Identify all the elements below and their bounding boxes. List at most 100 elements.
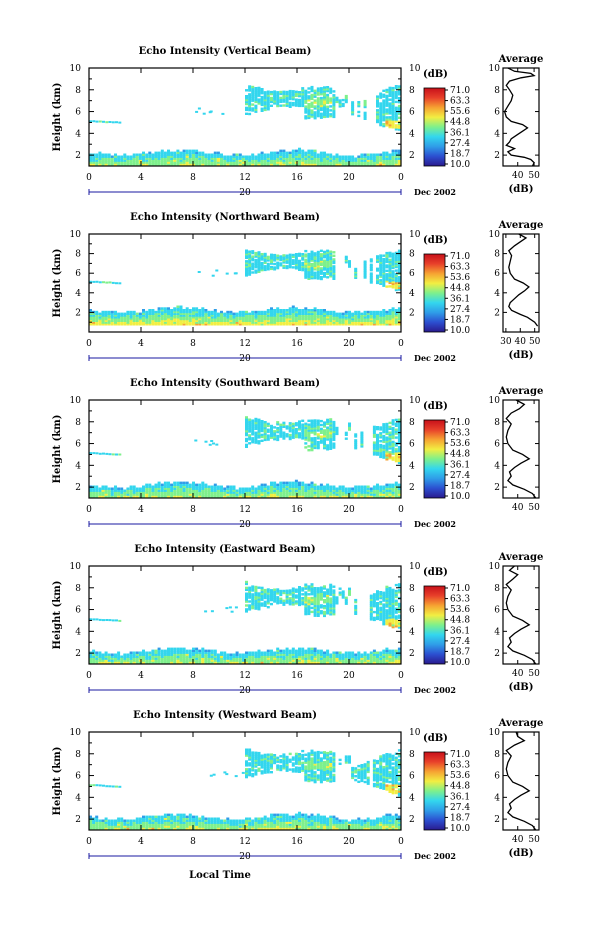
echo-cell: [397, 258, 401, 261]
echo-cell: [98, 491, 102, 494]
echo-cell: [279, 431, 283, 434]
echo-cell: [354, 445, 358, 448]
echo-cell: [326, 276, 330, 279]
echo-cell: [157, 319, 161, 322]
echo-cell: [285, 151, 289, 154]
echo-cell: [263, 266, 267, 270]
echo-cell: [307, 157, 311, 160]
echo-cell: [323, 319, 326, 322]
echo-cell: [291, 255, 295, 258]
echo-cell: [329, 424, 333, 427]
echo-cell: [298, 151, 301, 154]
echo-cell: [323, 157, 326, 160]
echo-cell: [223, 655, 227, 658]
echo-cell: [236, 499, 239, 501]
echo-cell: [329, 264, 333, 267]
echo-cell: [251, 659, 255, 662]
echo-cell: [208, 499, 211, 501]
echo-cell: [223, 661, 227, 664]
echo-cell: [344, 433, 348, 436]
echo-cell: [160, 151, 164, 154]
echo-cell: [379, 493, 383, 496]
echo-cell: [260, 157, 264, 160]
echo-cell: [282, 98, 286, 101]
echo-cell: [139, 499, 142, 501]
echo-cell: [394, 317, 398, 321]
echo-cell: [382, 485, 386, 488]
echo-cell: [397, 457, 401, 461]
echo-cell: [307, 272, 311, 275]
echo-cell: [104, 316, 108, 319]
echo-cell: [176, 314, 180, 317]
echo-cell: [154, 657, 158, 660]
echo-cell: [332, 96, 336, 99]
echo-cell: [248, 266, 252, 269]
echo-cell: [157, 323, 161, 326]
echo-cell: [366, 323, 370, 326]
echo-cell: [344, 157, 348, 160]
echo-cell: [251, 314, 255, 317]
echo-cell: [126, 661, 130, 664]
echo-cell: [210, 157, 214, 160]
echo-cell: [326, 269, 330, 272]
echo-cell: [270, 314, 273, 317]
echo-cell: [385, 448, 389, 451]
echo-cell: [192, 153, 195, 156]
echo-cell: [245, 106, 248, 110]
echo-cell: [273, 485, 277, 488]
echo-cell: [160, 310, 164, 314]
echo-cell: [382, 314, 386, 317]
echo-cell: [294, 424, 298, 427]
echo-cell: [298, 153, 301, 156]
echo-cell: [323, 423, 326, 426]
echo-cell: [388, 155, 392, 158]
echo-cell: [310, 250, 314, 253]
echo-cell: [163, 323, 167, 326]
echo-cell: [266, 649, 270, 652]
echo-cell: [382, 493, 386, 496]
y-tick-label: 4: [75, 129, 81, 139]
echo-cell: [397, 447, 401, 451]
echo-cell: [379, 312, 383, 315]
echo-cell: [263, 157, 267, 160]
echo-cell: [310, 262, 314, 266]
echo-cell: [301, 429, 305, 432]
echo-cell: [105, 452, 109, 455]
echo-cell: [273, 661, 277, 664]
echo-cell: [391, 277, 395, 280]
echo-cell: [195, 309, 199, 312]
echo-cell: [388, 102, 392, 105]
echo-cell: [105, 167, 108, 169]
echo-cell: [167, 493, 170, 496]
echo-cell: [188, 161, 192, 164]
echo-cell: [307, 425, 311, 428]
echo-cell: [270, 659, 273, 662]
echo-cell: [288, 260, 292, 264]
echo-cell: [213, 161, 217, 164]
echo-cell: [101, 485, 105, 488]
echo-cell: [92, 657, 96, 660]
echo-cell: [388, 441, 392, 444]
echo-cell: [291, 495, 295, 498]
echo-cell: [391, 96, 395, 100]
echo-cell: [351, 163, 355, 166]
echo-cell: [270, 96, 273, 100]
echo-cell: [260, 99, 264, 103]
echo-cell: [204, 440, 208, 443]
echo-cell: [151, 661, 155, 664]
echo-cell: [391, 323, 395, 326]
echo-cell: [145, 167, 148, 169]
echo-cell: [248, 442, 252, 445]
echo-cell: [123, 499, 126, 501]
echo-cell: [213, 155, 217, 158]
echo-cell: [233, 499, 236, 501]
echo-cell: [254, 260, 258, 264]
echo-cell: [326, 446, 330, 449]
echo-cell: [245, 274, 248, 277]
echo-cell: [310, 495, 314, 498]
echo-cell: [285, 254, 289, 257]
echo-cell: [120, 321, 124, 324]
echo-cell: [185, 307, 189, 310]
echo-cell: [326, 495, 330, 498]
echo-cell: [397, 106, 401, 110]
